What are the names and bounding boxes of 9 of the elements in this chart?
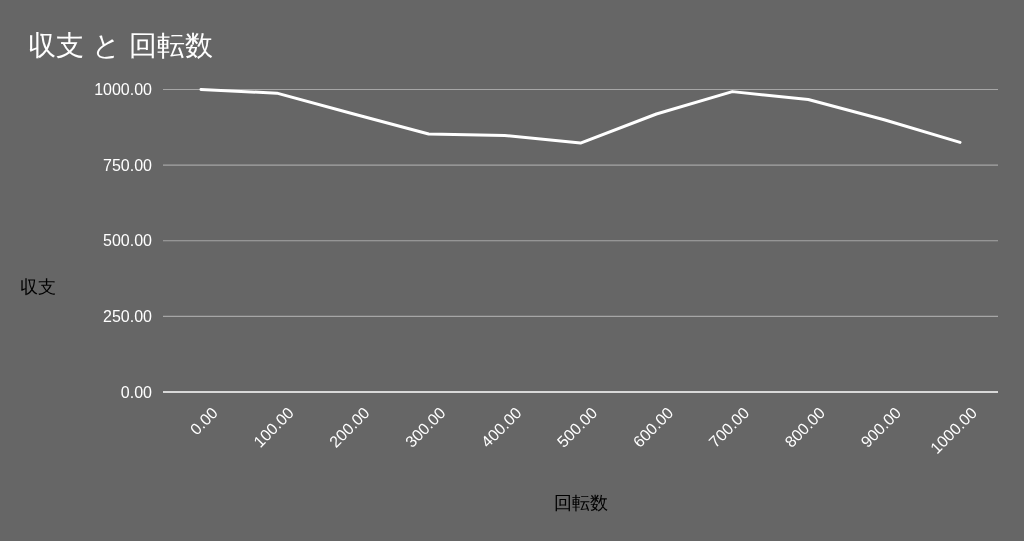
ylabel: 収支 — [20, 277, 56, 297]
y-tick-label: 0.00 — [120, 383, 152, 401]
y-tick-label: 750.00 — [103, 156, 152, 174]
title: 収支 と 回転数 — [28, 30, 213, 61]
x-tick-label: 0.00 — [186, 404, 221, 439]
xlabel: 回転数 — [553, 493, 608, 513]
y-tick-label: 1000.00 — [94, 81, 152, 98]
y-tick-label: 250.00 — [103, 307, 152, 325]
y-tick-label: 500.00 — [103, 232, 152, 250]
